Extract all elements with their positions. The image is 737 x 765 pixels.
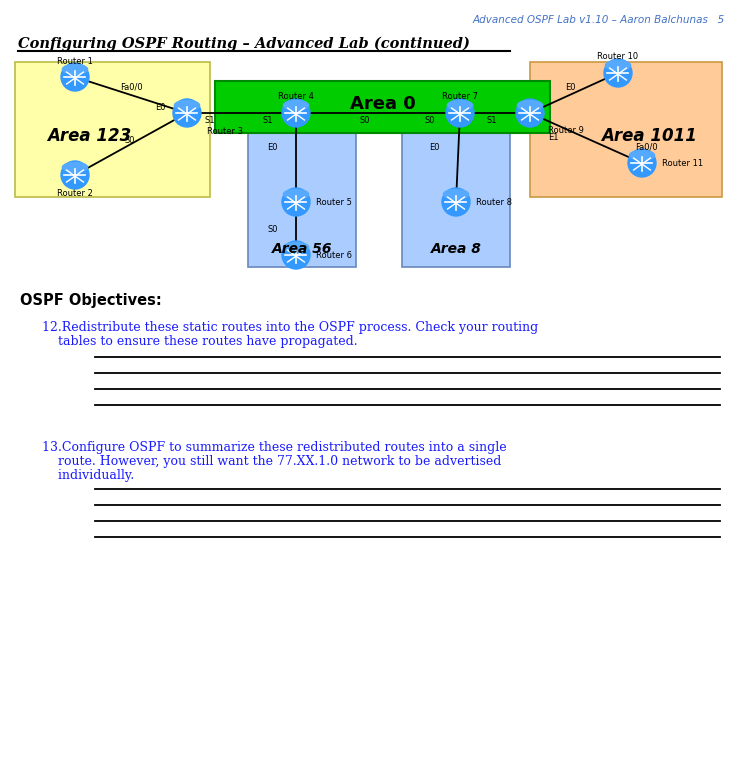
Text: S1: S1 — [263, 116, 273, 125]
Circle shape — [173, 99, 201, 127]
Ellipse shape — [605, 60, 631, 70]
Text: Configuring OSPF Routing – Advanced Lab (continued): Configuring OSPF Routing – Advanced Lab … — [18, 37, 470, 51]
Circle shape — [628, 149, 656, 177]
Circle shape — [61, 161, 89, 189]
Circle shape — [61, 63, 89, 91]
Text: Router 7: Router 7 — [442, 92, 478, 100]
Circle shape — [446, 99, 474, 127]
Text: Advanced OSPF Lab v1.10 – Aaron Balchunas   5: Advanced OSPF Lab v1.10 – Aaron Balchuna… — [472, 15, 725, 25]
Ellipse shape — [284, 243, 309, 252]
Text: E0: E0 — [565, 83, 576, 92]
Circle shape — [604, 59, 632, 87]
Ellipse shape — [444, 190, 469, 199]
Text: individually.: individually. — [42, 469, 134, 482]
Ellipse shape — [629, 151, 654, 160]
Text: Fa0/0: Fa0/0 — [120, 83, 143, 92]
Bar — [215, 81, 550, 133]
Text: Fa0/0: Fa0/0 — [635, 142, 657, 151]
Text: Router 2: Router 2 — [57, 188, 93, 197]
Ellipse shape — [447, 100, 472, 110]
Text: S0: S0 — [268, 224, 278, 233]
Circle shape — [282, 241, 310, 269]
Circle shape — [516, 99, 544, 127]
Text: E0: E0 — [155, 103, 166, 112]
Text: Router 10: Router 10 — [598, 51, 638, 60]
Text: E1: E1 — [548, 132, 559, 142]
Text: Area 1011: Area 1011 — [601, 127, 697, 145]
Bar — [15, 62, 210, 197]
Text: Router 8: Router 8 — [476, 197, 512, 207]
Text: S1: S1 — [204, 116, 215, 125]
Ellipse shape — [175, 100, 200, 110]
Circle shape — [442, 188, 470, 216]
Text: route. However, you still want the 77.XX.1.0 network to be advertised: route. However, you still want the 77.XX… — [42, 455, 501, 468]
Text: E0: E0 — [268, 142, 278, 151]
Text: tables to ensure these routes have propagated.: tables to ensure these routes have propa… — [42, 335, 357, 348]
Ellipse shape — [517, 100, 542, 110]
Text: Router 1: Router 1 — [57, 57, 93, 66]
Ellipse shape — [284, 190, 309, 199]
Text: Router 3: Router 3 — [207, 126, 243, 135]
Text: S0: S0 — [425, 116, 436, 125]
Ellipse shape — [284, 100, 309, 110]
Circle shape — [282, 99, 310, 127]
Text: Area 56: Area 56 — [272, 242, 332, 256]
Bar — [530, 62, 722, 197]
Text: Router 5: Router 5 — [316, 197, 352, 207]
Text: Router 4: Router 4 — [278, 92, 314, 100]
Text: OSPF Objectives:: OSPF Objectives: — [20, 293, 161, 308]
Text: Area 8: Area 8 — [430, 242, 481, 256]
Bar — [402, 127, 510, 267]
Text: Area 0: Area 0 — [349, 96, 416, 113]
Text: S1: S1 — [486, 116, 497, 125]
Text: S0: S0 — [360, 116, 370, 125]
Text: Router 6: Router 6 — [316, 250, 352, 259]
Bar — [248, 127, 356, 267]
Text: Router 11: Router 11 — [662, 158, 703, 168]
Ellipse shape — [63, 64, 88, 74]
Text: Area 123: Area 123 — [47, 127, 131, 145]
Text: S0: S0 — [125, 135, 136, 145]
Text: 13.Configure OSPF to summarize these redistributed routes into a single: 13.Configure OSPF to summarize these red… — [42, 441, 506, 454]
Text: 12.Redistribute these static routes into the OSPF process. Check your routing: 12.Redistribute these static routes into… — [42, 321, 538, 334]
Ellipse shape — [63, 162, 88, 172]
Text: E0: E0 — [430, 142, 440, 151]
Text: Router 9: Router 9 — [548, 125, 584, 135]
Circle shape — [282, 188, 310, 216]
